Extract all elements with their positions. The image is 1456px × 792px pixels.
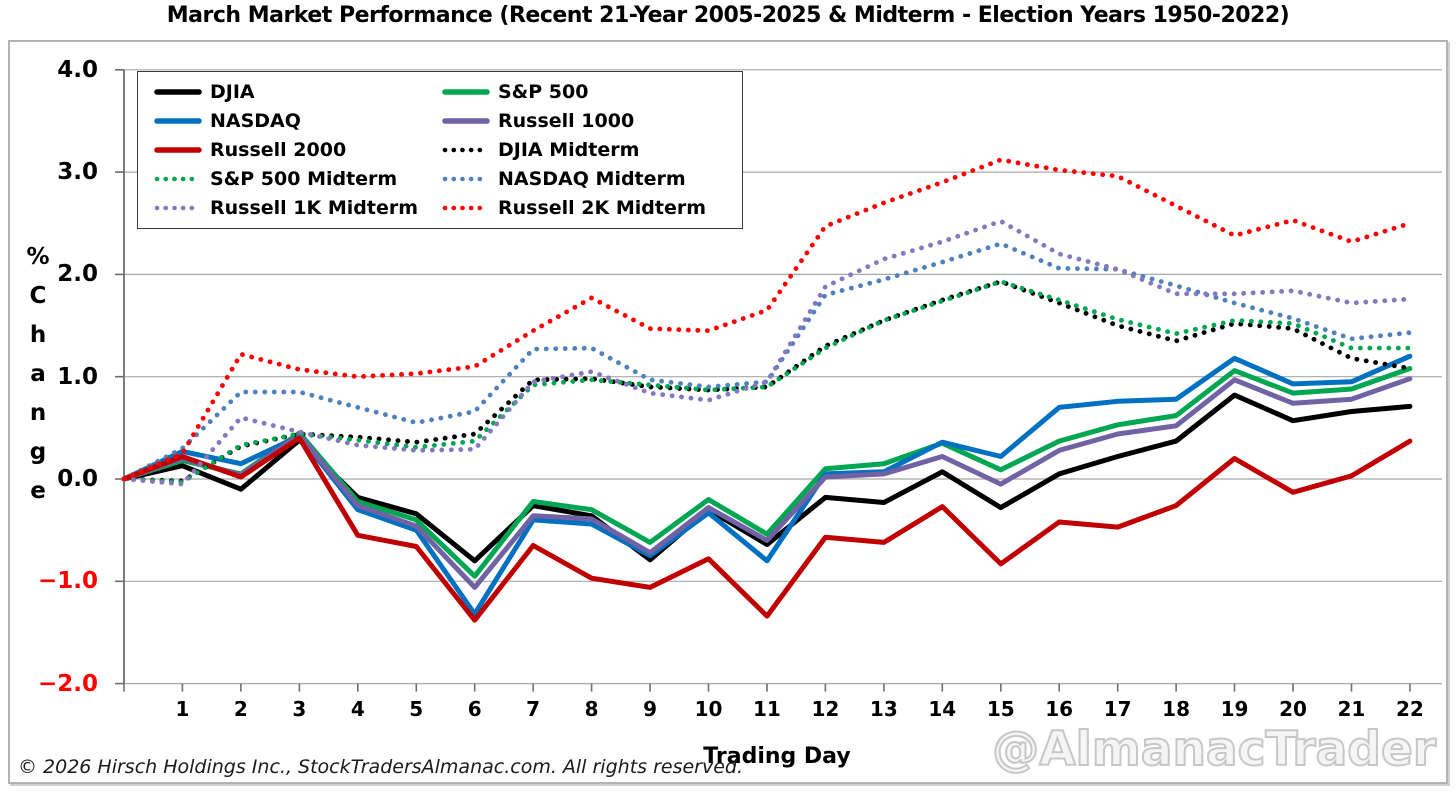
legend-item: Russell 1000 (442, 108, 732, 134)
series-line (121, 157, 1413, 482)
legend-line-sample (154, 118, 202, 124)
y-axis-label-char: C (29, 283, 47, 309)
watermark-text: @AlmanacTrader (991, 721, 1437, 778)
x-tick-label: 22 (1395, 697, 1424, 721)
y-tick-label: 1.0 (57, 363, 98, 390)
legend-line-sample (154, 147, 202, 153)
series-line (121, 435, 1413, 623)
plot-canvas (115, 68, 1442, 692)
legend-label: NASDAQ Midterm (498, 168, 686, 190)
legend-label: NASDAQ (210, 110, 301, 132)
x-tick-label: 17 (1103, 697, 1132, 721)
x-tick-label: 10 (694, 697, 723, 721)
copyright-text: © 2026 Hirsch Holdings Inc., StockTrader… (18, 756, 744, 778)
chart-title: March Market Performance (Recent 21-Year… (166, 3, 1290, 28)
x-tick-label: 13 (869, 697, 898, 721)
legend-label: S&P 500 (498, 81, 589, 103)
legend-label: Russell 1K Midterm (210, 197, 419, 219)
legend-line-sample (442, 118, 490, 124)
x-tick-label: 20 (1279, 697, 1307, 721)
legend-line-sample (154, 205, 202, 211)
legend-line-sample (442, 89, 490, 95)
x-tick-label: 8 (584, 697, 599, 721)
legend-item: DJIA (154, 79, 442, 105)
legend-item: Russell 2000 (154, 137, 442, 163)
y-tick-label: 4.0 (57, 56, 98, 83)
legend-line-sample (442, 205, 490, 211)
y-tick-label: −2.0 (37, 670, 98, 697)
x-tick-label: 21 (1337, 697, 1366, 721)
series-line (121, 279, 1413, 485)
legend-item: Russell 2K Midterm (442, 195, 732, 221)
x-tick-label: 14 (928, 697, 957, 721)
x-tick-label: 3 (292, 697, 307, 721)
x-tick-label: 6 (467, 697, 482, 721)
legend-item: NASDAQ (154, 108, 442, 134)
legend-item: DJIA Midterm (442, 137, 732, 163)
legend-item: Russell 1K Midterm (154, 195, 442, 221)
legend-label: Russell 2K Midterm (498, 197, 707, 219)
series-line (121, 376, 1413, 590)
x-tick-label: 11 (753, 697, 781, 721)
x-tick-label: 2 (233, 697, 248, 721)
x-tick-label: 12 (811, 697, 840, 721)
legend-label: DJIA Midterm (498, 139, 640, 161)
legend-line-sample (154, 89, 202, 95)
y-axis-label-char: n (29, 400, 47, 426)
legend-item: S&P 500 (442, 79, 732, 105)
legend-label: S&P 500 Midterm (210, 168, 398, 190)
x-tick-label: 5 (409, 697, 424, 721)
y-axis-label-char: g (29, 439, 47, 465)
x-tick-label: 1 (175, 697, 190, 721)
legend-label: DJIA (210, 81, 255, 103)
y-axis-label-char: a (30, 361, 46, 387)
x-tick-label: 15 (986, 697, 1015, 721)
y-axis-label-char: e (30, 478, 46, 504)
legend-item: NASDAQ Midterm (442, 166, 732, 192)
series-line (121, 241, 1413, 482)
x-tick-label: 16 (1045, 697, 1074, 721)
y-tick-label: 0.0 (57, 466, 98, 492)
series-line (121, 218, 1413, 487)
x-axis-label: Trading Day (703, 744, 851, 769)
legend-line-sample (154, 176, 202, 182)
legend-line-sample (442, 176, 490, 182)
x-tick-label: 18 (1162, 697, 1191, 721)
legend-label: Russell 1000 (498, 110, 635, 132)
y-axis-label-char: % (26, 244, 50, 270)
series-line (121, 279, 1413, 484)
y-tick-label: 2.0 (57, 261, 98, 288)
y-tick-label: 3.0 (57, 159, 98, 186)
legend-item: S&P 500 Midterm (154, 166, 442, 192)
legend-line-sample (442, 147, 490, 153)
legend-label: Russell 2000 (210, 139, 347, 161)
legend: DJIA S&P 500 NASDAQ Russell 1000 Russell 200… (137, 71, 743, 229)
x-tick-label: 4 (350, 697, 365, 721)
y-axis-label-char: h (29, 322, 47, 348)
x-tick-label: 7 (526, 697, 541, 721)
y-tick-label: −1.0 (37, 568, 98, 595)
x-tick-label: 19 (1220, 697, 1249, 721)
x-tick-label: 9 (643, 697, 657, 721)
